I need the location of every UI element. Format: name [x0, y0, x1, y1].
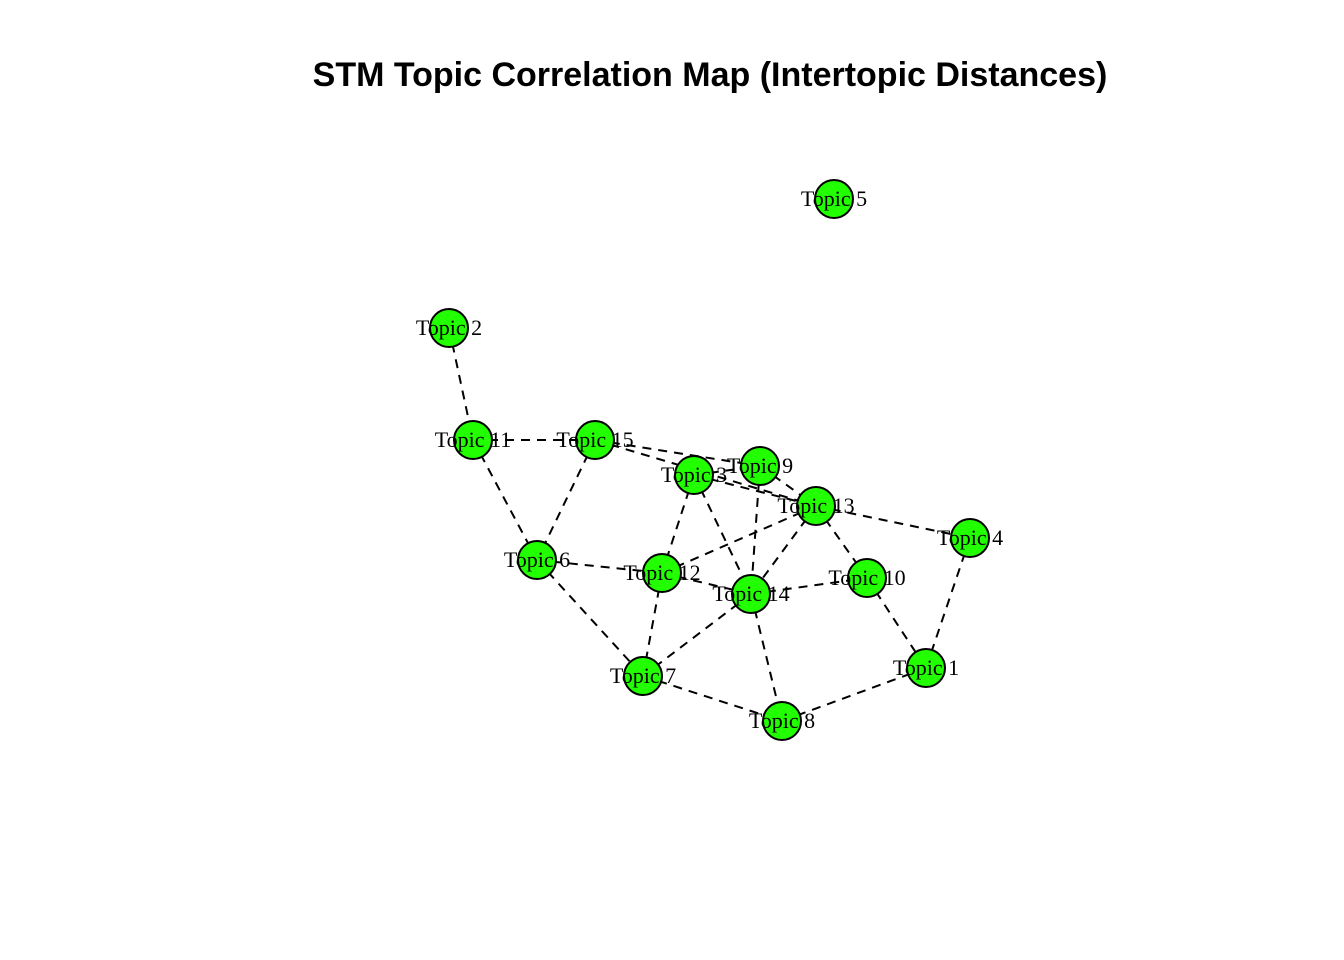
- node-t11: [453, 420, 493, 460]
- edge-t13-t4: [815, 505, 971, 539]
- node-t5: [814, 179, 854, 219]
- edges-layer: [448, 327, 971, 722]
- node-t10: [847, 558, 887, 598]
- edge-t6-t12: [536, 559, 663, 574]
- node-t13: [796, 486, 836, 526]
- node-label-t1: Topic 1: [893, 655, 959, 680]
- edge-t6-t7: [536, 559, 644, 677]
- edge-t7-t8: [642, 675, 783, 722]
- node-label-t2: Topic 2: [416, 315, 482, 340]
- node-label-t9: Topic 9: [727, 453, 793, 478]
- nodes-layer: [429, 179, 990, 741]
- node-t15: [575, 420, 615, 460]
- node-t9: [740, 446, 780, 486]
- node-label-t8: Topic 8: [749, 708, 815, 733]
- node-t12: [642, 553, 682, 593]
- node-t8: [762, 701, 802, 741]
- node-label-t6: Topic 6: [504, 547, 570, 572]
- edge-t3-t14: [693, 474, 752, 595]
- node-label-t12: Topic 12: [623, 560, 700, 585]
- edge-t14-t7: [642, 593, 752, 677]
- node-label-t15: Topic 15: [556, 427, 633, 452]
- edge-t14-t8: [750, 593, 783, 722]
- node-label-t11: Topic 11: [435, 427, 511, 452]
- edge-t4-t1: [925, 537, 971, 669]
- node-t4: [950, 518, 990, 558]
- edge-t9-t13: [759, 465, 817, 507]
- labels-layer: Topic 1 Topic 2 Topic 3 Topic 4 Topic 5 Topic…: [416, 186, 1003, 733]
- edge-t15-t6: [536, 439, 596, 561]
- edge-t13-t12: [661, 505, 817, 574]
- node-t3: [674, 455, 714, 495]
- edge-t9-t14: [750, 465, 761, 595]
- node-label-t4: Topic 4: [937, 525, 1003, 550]
- node-t14: [731, 574, 771, 614]
- edge-t3-t13: [693, 474, 817, 507]
- chart-title: STM Topic Correlation Map (Intertopic Di…: [312, 56, 1108, 94]
- node-label-t10: Topic 10: [828, 565, 905, 590]
- node-label-t14: Topic 14: [712, 581, 789, 606]
- node-label-t5: Topic 5: [801, 186, 867, 211]
- node-label-t7: Topic 7: [610, 663, 676, 688]
- edge-t15-t9: [594, 439, 761, 467]
- node-label-t13: Topic 13: [777, 493, 854, 518]
- node-label-t3: Topic 3: [661, 462, 727, 487]
- node-t6: [517, 540, 557, 580]
- node-t1: [906, 648, 946, 688]
- node-t7: [623, 656, 663, 696]
- edge-t11-t6: [472, 439, 538, 561]
- node-t2: [429, 308, 469, 348]
